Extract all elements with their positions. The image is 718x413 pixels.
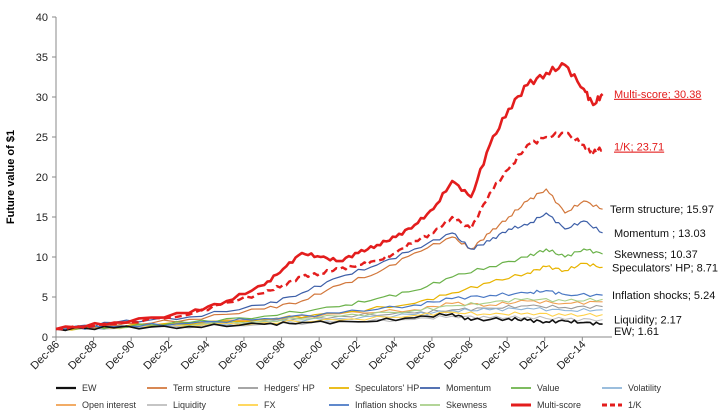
legend-label: Multi-score bbox=[537, 400, 581, 410]
series-line-skewness bbox=[55, 297, 603, 331]
series-line-fx bbox=[55, 311, 603, 331]
end-label-multi-score: Multi-score; 30.38 bbox=[614, 89, 701, 101]
legend-label: Momentum bbox=[446, 383, 491, 393]
end-labels: EW; 1.61 Term structure; 15.97 Speculators… bbox=[610, 89, 718, 338]
series-group bbox=[55, 62, 604, 332]
y-tick-label: 25 bbox=[36, 132, 48, 144]
y-axis-label: Future value of $1 bbox=[5, 130, 17, 224]
x-tick-label: Dec-02 bbox=[329, 339, 363, 373]
y-tick-label: 5 bbox=[42, 292, 48, 304]
legend-label: Hedgers' HP bbox=[264, 383, 315, 393]
y-tick-label: 0 bbox=[42, 332, 48, 344]
legend-label: Inflation shocks bbox=[355, 400, 418, 410]
y-tick-label: 10 bbox=[36, 252, 48, 264]
y-tick-label: 15 bbox=[36, 212, 48, 224]
end-label-value: Skewness; 10.37 bbox=[614, 249, 698, 261]
x-tick-label: Dec-92 bbox=[141, 339, 175, 373]
y-tick-label: 35 bbox=[36, 52, 48, 64]
series-line-multi-score bbox=[55, 62, 604, 331]
x-tick-label: Dec-98 bbox=[254, 339, 288, 373]
legend-label: Skewness bbox=[446, 400, 488, 410]
end-label-term-structure: Term structure; 15.97 bbox=[610, 204, 714, 216]
series-line-term-structure bbox=[55, 188, 603, 331]
end-label-speculators-hp: Speculators' HP; 8.71 bbox=[612, 262, 718, 274]
x-tick-label: Dec-00 bbox=[292, 339, 326, 373]
series-line-1-k bbox=[55, 131, 604, 331]
series-line-volatility bbox=[55, 307, 603, 330]
end-label-liquidity: Liquidity; 2.17 bbox=[614, 315, 682, 327]
series-line-speculators-hp bbox=[55, 262, 603, 331]
x-tick-label: Dec-14 bbox=[555, 339, 589, 373]
series-line-inflation-shocks bbox=[55, 289, 603, 330]
end-label-ew: EW; 1.61 bbox=[614, 326, 659, 338]
x-tick-label: Dec-90 bbox=[104, 339, 138, 373]
legend-label: Volatility bbox=[628, 383, 662, 393]
y-tick-label: 30 bbox=[36, 92, 48, 104]
x-tick-label: Dec-88 bbox=[66, 339, 100, 373]
series-line-value bbox=[55, 248, 603, 330]
legend-label: 1/K bbox=[628, 400, 642, 410]
y-tick-label: 20 bbox=[36, 172, 48, 184]
x-tick-label: Dec-96 bbox=[217, 339, 251, 373]
legend-label: Value bbox=[537, 383, 559, 393]
x-tick-label: Dec-94 bbox=[179, 339, 213, 373]
end-label-1-k: 1/K; 23.71 bbox=[614, 142, 664, 154]
series-line-momentum bbox=[55, 212, 603, 331]
x-tick-label: Dec-04 bbox=[367, 339, 401, 373]
x-tick-label: Dec-12 bbox=[517, 339, 551, 373]
legend-label: Liquidity bbox=[173, 400, 207, 410]
series-line-ew bbox=[55, 312, 603, 332]
chart-legend: EW Term structure Hedgers' HP Speculators' … bbox=[56, 383, 662, 410]
x-tick-label: Dec-06 bbox=[404, 339, 438, 373]
y-tick-label: 40 bbox=[36, 12, 48, 24]
legend-label: FX bbox=[264, 400, 276, 410]
end-label-inflation-shocks: Inflation shocks; 5.24 bbox=[612, 290, 715, 302]
x-tick-label: Dec-10 bbox=[480, 339, 514, 373]
x-tick-label: Dec-08 bbox=[442, 339, 476, 373]
end-label-momentum: Momentum ; 13.03 bbox=[614, 228, 706, 240]
legend-label: Speculators' HP bbox=[355, 383, 419, 393]
legend-label: Open interest bbox=[82, 400, 137, 410]
legend-label: Term structure bbox=[173, 383, 231, 393]
legend-label: EW bbox=[82, 383, 97, 393]
